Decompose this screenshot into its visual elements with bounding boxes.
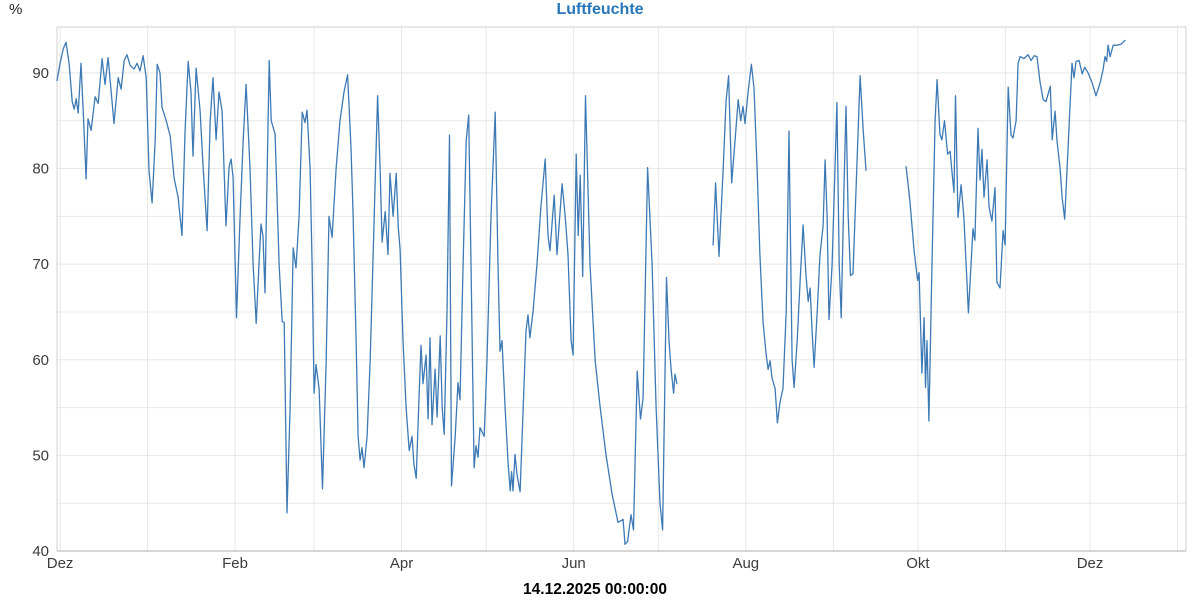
chart-title: Luftfeuchte xyxy=(556,1,644,18)
y-tick-label: 50 xyxy=(32,447,49,464)
y-tick-label: 90 xyxy=(32,65,49,82)
humidity-line xyxy=(712,63,867,424)
x-tick-label: Dez xyxy=(47,555,74,572)
x-tick-label: Aug xyxy=(732,555,759,572)
x-tick-label: Okt xyxy=(906,555,930,572)
y-tick-label: 60 xyxy=(32,352,49,369)
x-tick-label: Dez xyxy=(1077,555,1104,572)
y-axis-unit-label: % xyxy=(9,1,23,18)
x-tick-label: Apr xyxy=(390,555,413,572)
y-tick-label: 70 xyxy=(32,256,49,273)
x-tick-label: Jun xyxy=(562,555,586,572)
humidity-line xyxy=(56,41,678,545)
y-tick-label: 80 xyxy=(32,161,49,178)
timestamp-label: 14.12.2025 00:00:00 xyxy=(523,581,667,598)
x-tick-label: Feb xyxy=(222,555,248,572)
y-tick-label: 40 xyxy=(32,543,49,560)
humidity-line xyxy=(905,39,1126,422)
